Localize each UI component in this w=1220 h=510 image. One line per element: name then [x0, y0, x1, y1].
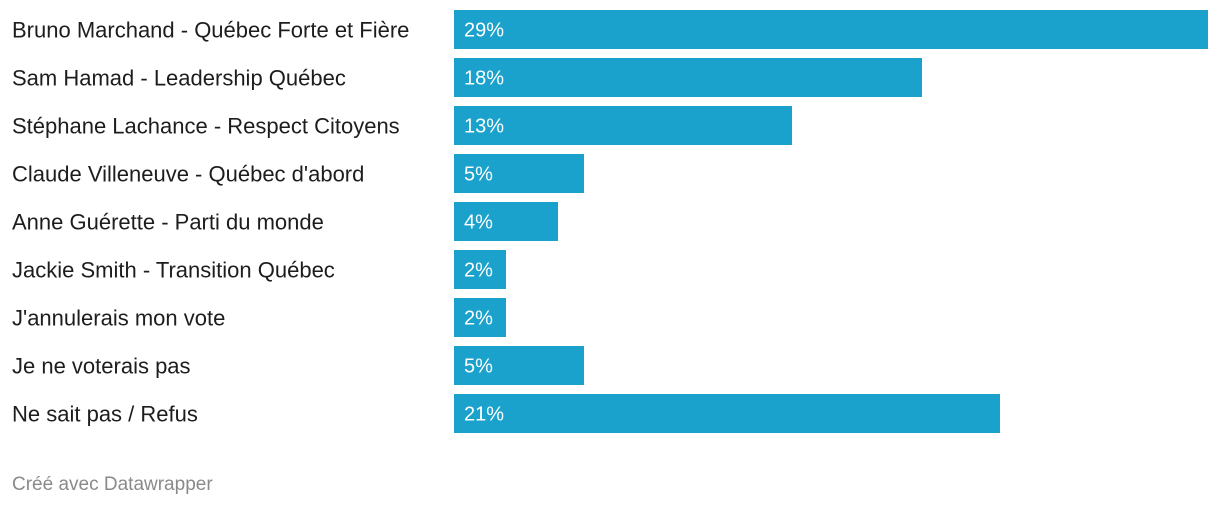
- category-label: Stéphane Lachance - Respect Citoyens: [12, 114, 400, 139]
- bar: [454, 154, 584, 193]
- bar: [454, 394, 1000, 433]
- category-label: J'annulerais mon vote: [12, 306, 225, 331]
- value-label: 2%: [464, 308, 493, 330]
- value-label: 4%: [464, 212, 493, 234]
- category-label: Bruno Marchand - Québec Forte et Fière: [12, 18, 409, 43]
- category-label: Ne sait pas / Refus: [12, 402, 198, 427]
- category-label: Anne Guérette - Parti du monde: [12, 210, 324, 235]
- bar: [454, 10, 1208, 49]
- bar: [454, 346, 584, 385]
- bar: [454, 106, 792, 145]
- value-label: 29%: [464, 20, 504, 42]
- datawrapper-credit: Créé avec Datawrapper: [12, 474, 213, 495]
- category-label: Claude Villeneuve - Québec d'abord: [12, 162, 364, 187]
- value-label: 18%: [464, 68, 504, 90]
- category-label: Sam Hamad - Leadership Québec: [12, 66, 346, 91]
- bar: [454, 202, 558, 241]
- category-label: Je ne voterais pas: [12, 354, 191, 379]
- value-label: 2%: [464, 260, 493, 282]
- bar: [454, 298, 506, 337]
- value-label: 21%: [464, 404, 504, 426]
- value-label: 13%: [464, 116, 504, 138]
- bar: [454, 58, 922, 97]
- category-label: Jackie Smith - Transition Québec: [12, 258, 335, 283]
- bar: [454, 250, 506, 289]
- value-label: 5%: [464, 356, 493, 378]
- value-label: 5%: [464, 164, 493, 186]
